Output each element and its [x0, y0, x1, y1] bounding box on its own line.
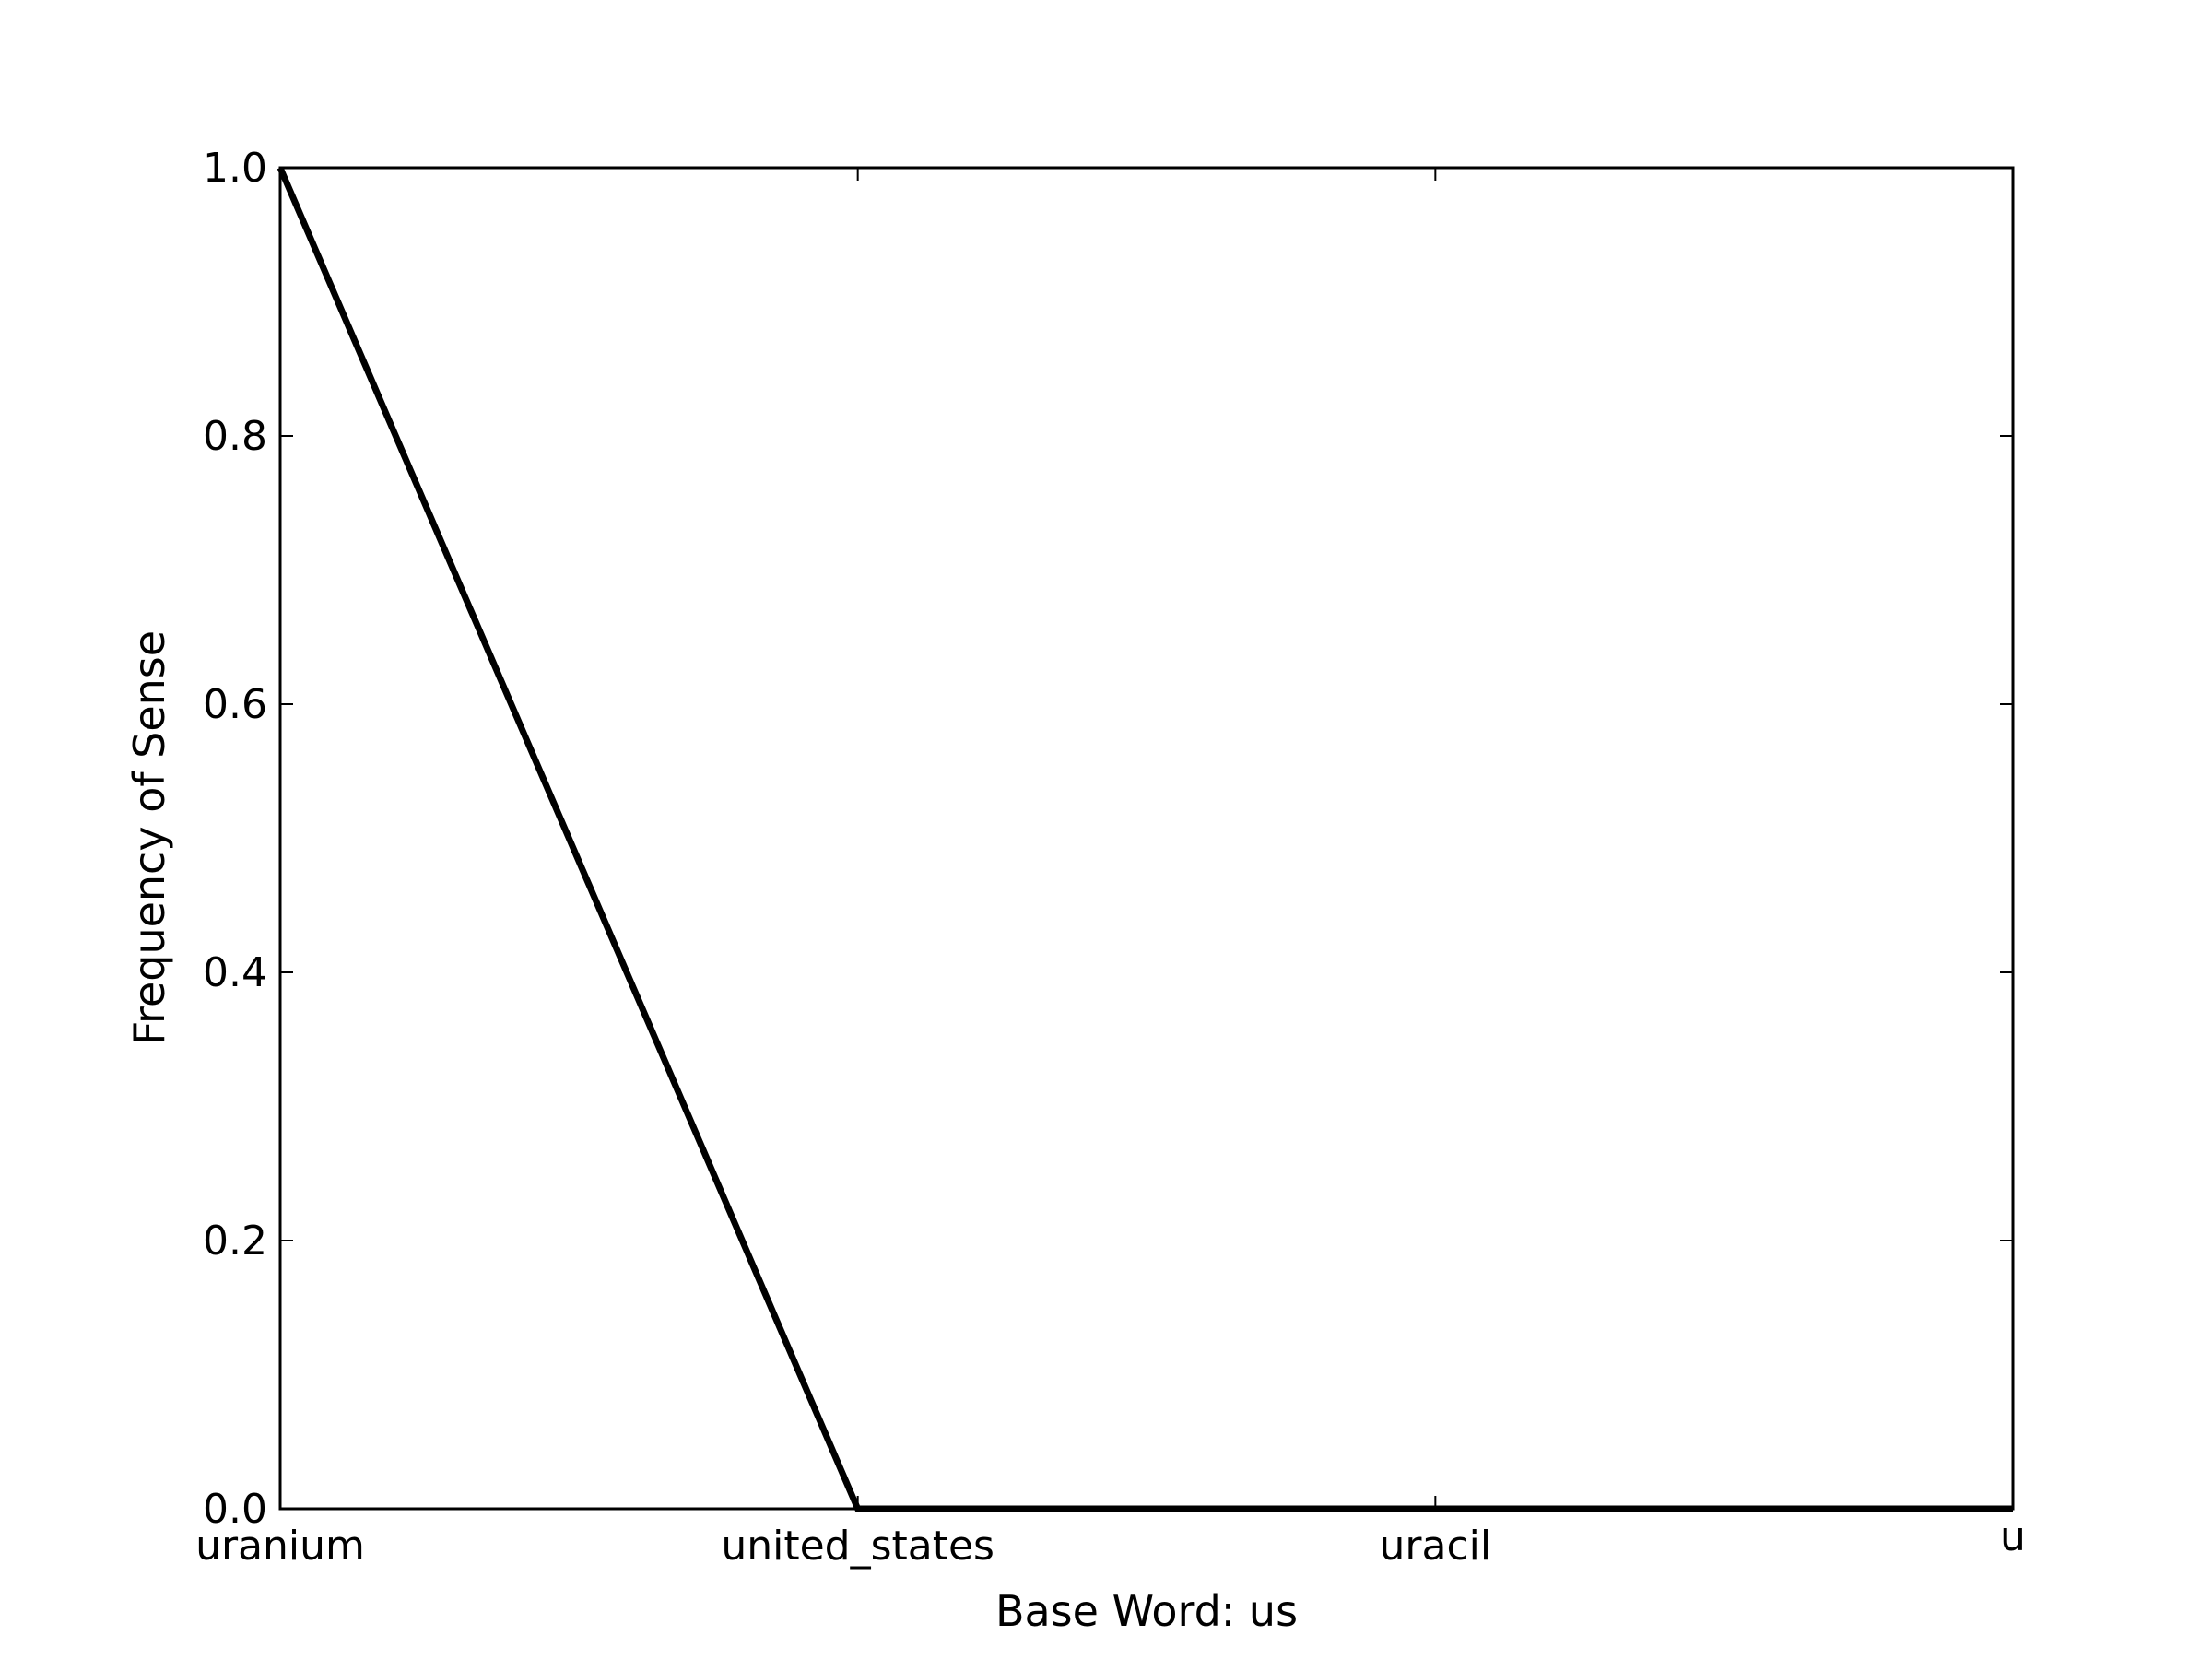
y-tick-label: 0.6	[203, 681, 267, 728]
x-tick-label: uranium	[195, 1523, 365, 1570]
y-tick-label: 0.8	[203, 413, 267, 460]
x-tick-label: u	[2000, 1513, 2026, 1560]
y-axis-label: Frequency of Sense	[124, 630, 174, 1045]
x-axis-label: Base Word: us	[995, 1586, 1298, 1636]
x-tick-label: uracil	[1380, 1523, 1492, 1570]
y-tick-label: 1.0	[203, 145, 267, 192]
x-tick-labels: uranium united_states uracil u	[195, 1513, 2026, 1570]
plot-area	[280, 168, 2013, 1509]
plot-frame	[278, 166, 2015, 1511]
y-tick-label: 0.2	[203, 1218, 267, 1265]
x-tick-label: united_states	[721, 1523, 994, 1570]
y-tick-labels: 0.0 0.2 0.4 0.6 0.8 1.0	[203, 145, 267, 1533]
y-tick-label: 0.4	[203, 949, 267, 996]
y-tick-label: 0.0	[203, 1486, 267, 1533]
